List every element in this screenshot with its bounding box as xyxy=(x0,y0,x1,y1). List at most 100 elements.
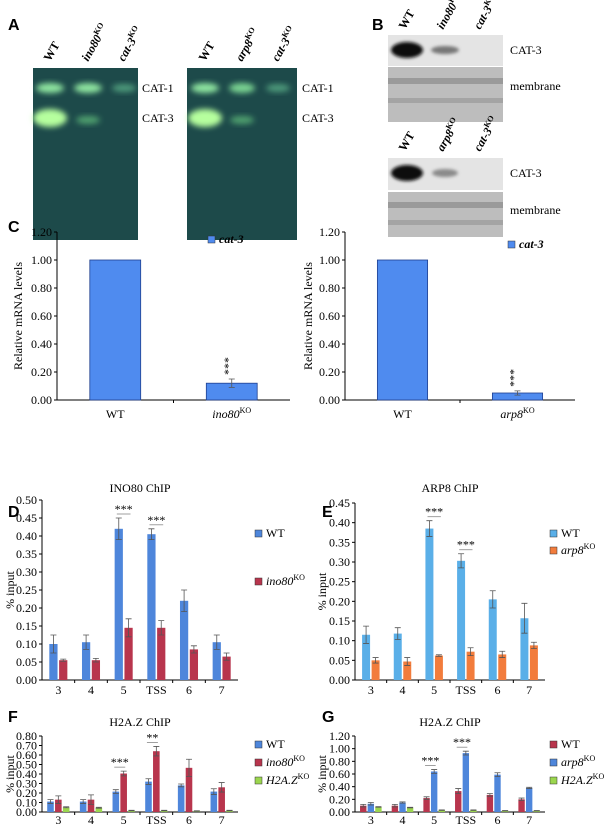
x-tick-label: 6 xyxy=(495,813,501,827)
x-tick-label: 5 xyxy=(431,683,437,697)
error-bar xyxy=(145,778,152,785)
legend-swatch xyxy=(507,240,516,249)
y-tick-label: 0.10 xyxy=(329,634,350,648)
legend-label: cat-3 xyxy=(519,237,544,251)
x-tick-label-text: TSS xyxy=(146,813,167,827)
legend-label-text: arp8 xyxy=(561,755,584,769)
x-tick-label-sup: KO xyxy=(523,406,535,415)
bar xyxy=(399,802,406,812)
error-bar xyxy=(125,618,132,638)
legend-label-text: cat-3 xyxy=(519,237,544,251)
x-tick-label-text: 5 xyxy=(431,683,437,697)
error-bar xyxy=(407,806,414,809)
error-bar xyxy=(489,590,496,609)
bar xyxy=(59,660,68,680)
x-tick-label: 6 xyxy=(186,813,192,827)
error-bar xyxy=(178,783,185,788)
lane-label-text: cat-3 xyxy=(470,125,494,153)
bar xyxy=(393,633,402,680)
gel-background xyxy=(33,68,138,240)
legend-label: arp8KO xyxy=(561,754,595,769)
y-tick-label: 0.30 xyxy=(16,565,37,579)
bar xyxy=(434,655,443,680)
y-tick-label: 1.20 xyxy=(31,225,52,239)
legend-label-text: WT xyxy=(266,526,285,540)
y-tick-label: 0.60 xyxy=(329,767,350,781)
bar xyxy=(185,767,193,812)
x-tick-label-text: 3 xyxy=(368,813,374,827)
y-tick-label: 0.70 xyxy=(16,739,37,753)
legend-label: H2A.ZKO xyxy=(265,772,309,787)
legend-label-text: WT xyxy=(266,737,285,751)
lane-label: cat-3KO xyxy=(268,24,300,64)
legend-swatch xyxy=(549,529,558,538)
blot-band xyxy=(431,46,459,54)
legend-label-text: H2A.Z xyxy=(560,773,593,787)
error-bar xyxy=(158,620,165,636)
y-tick-label: 0.60 xyxy=(319,309,340,323)
legend-swatch xyxy=(254,740,263,749)
band-label: CAT-1 xyxy=(142,81,174,95)
gel-band xyxy=(112,84,136,92)
error-bar xyxy=(120,770,127,777)
y-tick-label: 0.05 xyxy=(329,653,350,667)
error-bar xyxy=(50,634,57,654)
legend-label: WT xyxy=(266,737,285,751)
blot-label: membrane xyxy=(510,79,561,93)
y-tick-label: 1.00 xyxy=(329,742,350,756)
y-tick-label: 0.10 xyxy=(16,637,37,651)
y-tick-label: 0.60 xyxy=(16,748,37,762)
y-tick-label: 0.20 xyxy=(16,786,37,800)
panel-label: A xyxy=(8,17,20,34)
y-tick-label: 0.20 xyxy=(319,365,340,379)
error-bar xyxy=(47,799,54,804)
lane-label-text: arp8 xyxy=(232,37,255,64)
x-tick-label: arp8KO xyxy=(500,406,534,421)
error-bar xyxy=(128,809,135,812)
lane-label: arp8KO xyxy=(232,26,263,64)
bar xyxy=(466,651,475,680)
band-label: CAT-3 xyxy=(302,111,334,125)
error-bar xyxy=(526,786,533,789)
legend-label-sup: KO xyxy=(584,542,596,551)
annotation: *** xyxy=(111,755,129,769)
bar xyxy=(470,810,477,812)
gel-band xyxy=(76,116,100,124)
y-tick-label: 0.25 xyxy=(16,583,37,597)
error-bar xyxy=(92,658,99,663)
bar xyxy=(89,259,142,401)
panel-label: G xyxy=(322,709,334,726)
bar xyxy=(457,560,466,680)
x-tick-label: TSS xyxy=(146,683,167,697)
x-tick-label: WT xyxy=(106,407,125,421)
blot-top xyxy=(388,35,503,122)
x-tick-label-text: 3 xyxy=(55,813,61,827)
gel-right xyxy=(187,68,297,240)
x-tick-label-text: 6 xyxy=(186,813,192,827)
y-tick-label: 1.20 xyxy=(319,225,340,239)
gel-left xyxy=(33,68,138,240)
blot-label: CAT-3 xyxy=(510,166,542,180)
bar xyxy=(525,787,533,812)
y-axis-label: % input xyxy=(3,755,17,793)
bar xyxy=(462,753,470,812)
membrane-stain xyxy=(388,98,503,103)
x-tick-label: 7 xyxy=(219,813,225,827)
x-tick-label: 4 xyxy=(400,813,406,827)
bar xyxy=(177,785,185,812)
error-bar xyxy=(467,647,474,657)
error-bar xyxy=(360,804,367,808)
x-tick-label-text: 6 xyxy=(186,683,192,697)
bar xyxy=(222,656,231,680)
error-bar xyxy=(55,795,62,804)
legend-label-sup: KO xyxy=(298,772,310,781)
x-tick-label-text: 6 xyxy=(495,683,501,697)
x-tick-label-text: 4 xyxy=(400,813,406,827)
bar xyxy=(518,799,525,812)
chart-title: INO80 ChIP xyxy=(109,481,170,495)
x-tick-label-text: TSS xyxy=(455,813,476,827)
x-tick-label-text: 5 xyxy=(121,813,127,827)
legend-label-sup: KO xyxy=(584,754,596,763)
bar xyxy=(147,534,156,680)
